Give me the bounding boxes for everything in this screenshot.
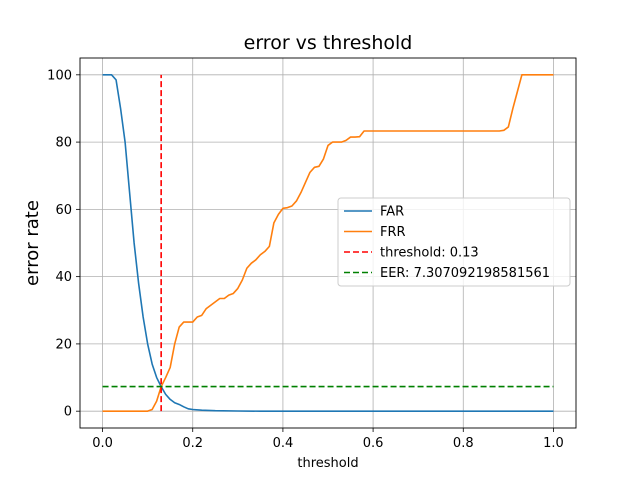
y-tick-label: 100: [47, 68, 72, 83]
y-tick-label: 0: [64, 405, 72, 420]
series-layer: [102, 74, 554, 412]
y-axis-label: error rate: [22, 200, 43, 286]
legend: FAR FRR threshold: 0.13 EER: 7.307092198581…: [337, 197, 571, 287]
x-tick-label: 0.8: [453, 436, 474, 451]
x-tick-label: 1.0: [543, 436, 564, 451]
x-tick-label: 0.6: [363, 436, 384, 451]
y-tick-label: 80: [55, 136, 72, 151]
x-axis-label: threshold: [297, 456, 358, 471]
legend-eer-label: EER: 7.307092198581561: [380, 266, 550, 281]
x-tick-label: 0.4: [273, 436, 294, 451]
y-tick-label: 40: [55, 270, 72, 285]
x-tick-label: 0.0: [92, 436, 113, 451]
ticks: 0.0 0.2 0.4 0.6 0.8 1.0 0 20 40 60 80 100: [47, 68, 564, 451]
far-line: [102, 74, 554, 412]
legend-threshold-label: threshold: 0.13: [380, 246, 479, 261]
plot-frame: [79, 57, 577, 429]
y-tick-label: 60: [55, 203, 72, 218]
chart-title: error vs threshold: [244, 32, 413, 54]
frr-line: [102, 74, 554, 412]
x-tick-label: 0.2: [182, 436, 203, 451]
legend-far-label: FAR: [380, 205, 404, 220]
y-tick-label: 20: [55, 337, 72, 352]
legend-frr-label: FRR: [380, 225, 406, 240]
legend-box: [337, 197, 571, 287]
